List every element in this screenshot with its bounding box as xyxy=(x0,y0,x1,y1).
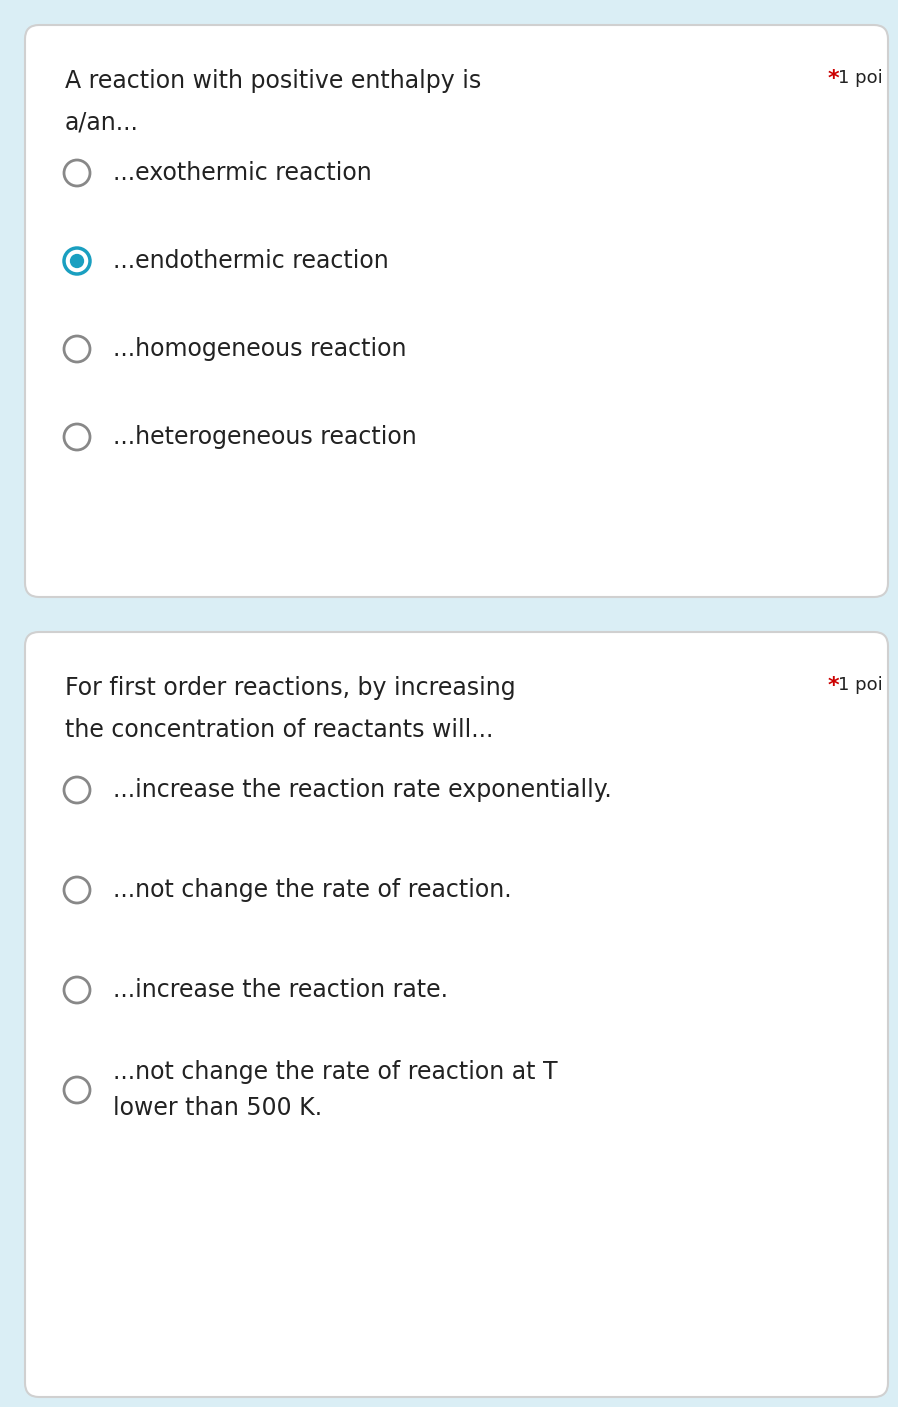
Text: ...not change the rate of reaction.: ...not change the rate of reaction. xyxy=(113,878,512,902)
Text: For first order reactions, by increasing: For first order reactions, by increasing xyxy=(65,675,515,701)
FancyBboxPatch shape xyxy=(25,632,888,1397)
Circle shape xyxy=(64,336,90,362)
Circle shape xyxy=(64,424,90,450)
Text: the concentration of reactants will...: the concentration of reactants will... xyxy=(65,718,493,741)
Text: ...exothermic reaction: ...exothermic reaction xyxy=(113,160,372,184)
Text: ...not change the rate of reaction at T: ...not change the rate of reaction at T xyxy=(113,1059,558,1083)
Text: ...endothermic reaction: ...endothermic reaction xyxy=(113,249,389,273)
Text: *: * xyxy=(828,675,840,696)
Text: ...heterogeneous reaction: ...heterogeneous reaction xyxy=(113,425,417,449)
Circle shape xyxy=(64,160,90,186)
Text: 1 poi: 1 poi xyxy=(838,675,883,694)
Text: lower than 500 K.: lower than 500 K. xyxy=(113,1096,322,1120)
Text: *: * xyxy=(828,69,840,89)
Text: 1 poi: 1 poi xyxy=(838,69,883,87)
Text: a/an...: a/an... xyxy=(65,111,139,135)
Text: ...homogeneous reaction: ...homogeneous reaction xyxy=(113,338,407,362)
Circle shape xyxy=(64,777,90,803)
Circle shape xyxy=(64,248,90,274)
Circle shape xyxy=(70,253,84,269)
Circle shape xyxy=(64,976,90,1003)
Text: A reaction with positive enthalpy is: A reaction with positive enthalpy is xyxy=(65,69,481,93)
FancyBboxPatch shape xyxy=(25,25,888,597)
Text: ...increase the reaction rate exponentially.: ...increase the reaction rate exponentia… xyxy=(113,778,612,802)
Circle shape xyxy=(64,877,90,903)
Text: ...increase the reaction rate.: ...increase the reaction rate. xyxy=(113,978,448,1002)
Circle shape xyxy=(64,1076,90,1103)
